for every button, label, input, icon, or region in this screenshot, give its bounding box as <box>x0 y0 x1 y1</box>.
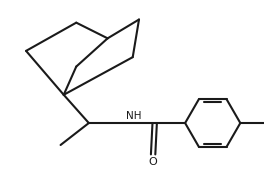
Text: NH: NH <box>126 111 141 120</box>
Text: O: O <box>149 157 158 167</box>
